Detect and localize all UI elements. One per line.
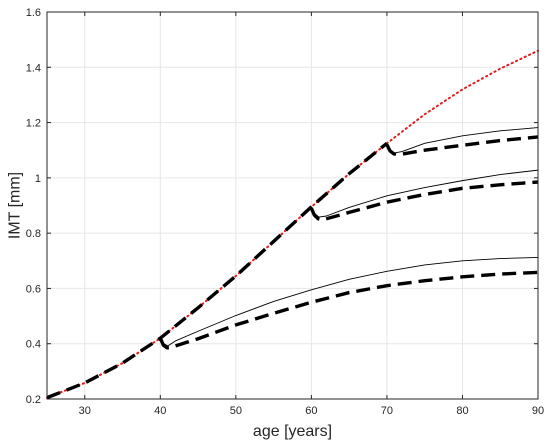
series-line-dashed-7 [385,135,539,157]
x-tick-labels: 30 40 50 60 70 80 90 [79,405,544,417]
x-tick-label: 90 [532,405,544,417]
series-layer [46,49,539,400]
x-tick-label: 70 [381,405,393,417]
plot-frame [46,11,539,400]
y-tick-label: 0.4 [26,339,41,351]
series-line-dashed-5 [309,180,539,222]
gridlines [47,11,539,400]
y-tick-label: 0.8 [26,228,41,240]
y-tick-label: 1 [35,173,41,185]
x-tick-label: 30 [79,405,91,417]
y-tick-label: 0.6 [26,283,41,295]
x-tick-label: 40 [154,405,166,417]
x-tick-label: 50 [230,405,242,417]
series-line-dashed-3 [158,270,539,350]
y-tick-label: 1.6 [26,7,41,19]
y-tick-label: 0.2 [26,394,41,406]
tick-marks [47,11,539,400]
y-tick-label: 1.4 [26,62,41,74]
y-axis-label: IMT [mm] [7,172,24,239]
series-line-solid-2 [159,257,539,347]
y-tick-label: 1.2 [26,118,41,130]
x-tick-label: 80 [456,405,468,417]
x-axis-label: age [years] [253,423,332,440]
x-tick-label: 60 [305,405,317,417]
series-line-dashed-1 [46,141,388,400]
y-tick-labels: 0.2 0.4 0.6 0.8 1 1.2 1.4 1.6 [26,7,41,406]
